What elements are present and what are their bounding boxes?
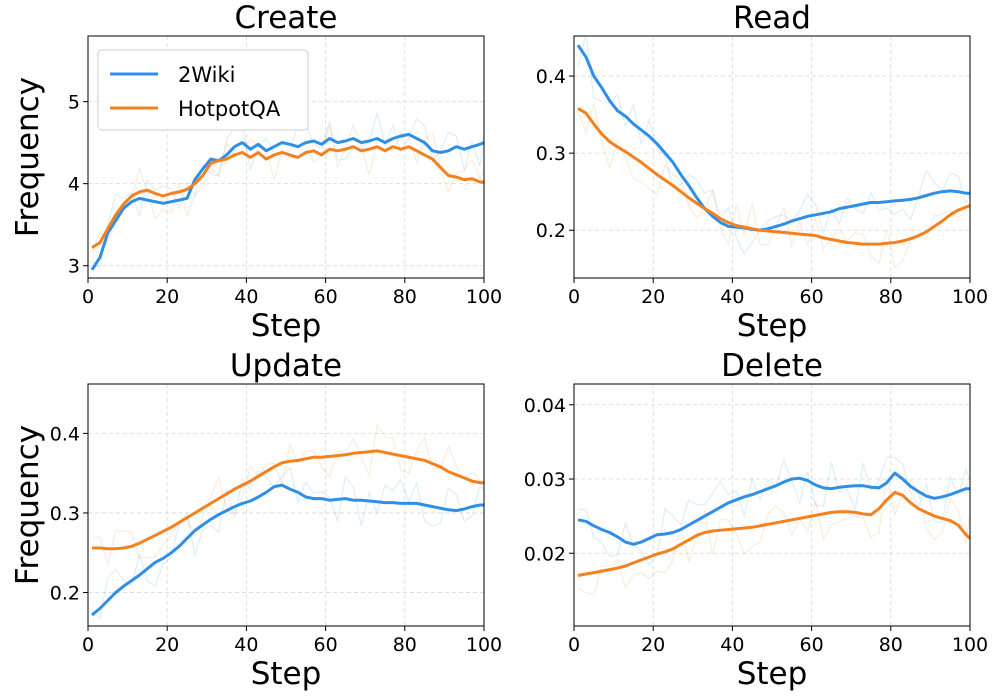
x-tick-label: 100 xyxy=(952,634,988,656)
y-tick-label: 0.04 xyxy=(524,395,566,417)
y-tick-label: 0.02 xyxy=(524,543,566,565)
x-tick-label: 0 xyxy=(568,634,580,656)
x-tick-label: 0 xyxy=(82,634,94,656)
x-axis-label: Step xyxy=(251,656,322,692)
series-line-hotpotqa xyxy=(92,449,484,551)
x-tick-label: 60 xyxy=(314,634,338,656)
x-axis-label: Step xyxy=(737,656,808,692)
x-tick-label: 40 xyxy=(234,286,258,308)
x-axis-label: Step xyxy=(737,308,808,344)
x-tick-label: 60 xyxy=(314,286,338,308)
y-tick-label: 3 xyxy=(68,256,80,278)
chart-title: Read xyxy=(733,0,811,36)
chart-panel-delete: 0 20 40 60 80 100 0.02 0.03 0.04 Delete Step xyxy=(524,348,988,692)
y-tick-label: 5 xyxy=(68,92,80,114)
chart-title: Create xyxy=(234,0,337,36)
raw-trace-hotpotqa xyxy=(91,123,484,254)
x-tick-label: 60 xyxy=(800,286,824,308)
x-tick-label: 100 xyxy=(952,286,988,308)
x-tick-label: 60 xyxy=(800,634,824,656)
chart-panel-create: 0 20 40 60 80 100 3 4 5 Create Step Frequency 2Wiki H… xyxy=(10,0,502,344)
plot-frame xyxy=(573,35,971,279)
x-tick-label: 80 xyxy=(393,286,417,308)
x-tick-label: 100 xyxy=(466,286,502,308)
raw-trace-2wiki xyxy=(577,36,970,256)
raw-trace-2wiki xyxy=(577,456,970,566)
y-tick-label: 4 xyxy=(68,174,80,196)
series-line-hotpotqa xyxy=(577,490,970,577)
x-tick-label: 40 xyxy=(720,634,744,656)
x-tick-label: 100 xyxy=(466,634,502,656)
plot-frame xyxy=(573,383,971,627)
raw-trace-hotpotqa xyxy=(577,478,970,596)
legend: 2Wiki HotpotQA xyxy=(97,49,309,131)
x-tick-label: 20 xyxy=(155,286,179,308)
raw-trace-hotpotqa xyxy=(91,423,484,568)
y-tick-label: 0.2 xyxy=(536,220,566,242)
y-tick-label: 0.2 xyxy=(50,583,80,605)
x-tick-label: 0 xyxy=(568,286,580,308)
legend-box xyxy=(97,49,309,131)
x-tick-label: 80 xyxy=(879,634,903,656)
x-tick-label: 40 xyxy=(234,634,258,656)
x-tick-label: 0 xyxy=(82,286,94,308)
x-tick-label: 80 xyxy=(393,634,417,656)
plot-frame xyxy=(87,35,485,279)
y-tick-label: 0.3 xyxy=(536,143,566,165)
x-axis-label: Step xyxy=(251,308,322,344)
series-line-2wiki xyxy=(91,483,484,617)
y-tick-label: 0.03 xyxy=(524,469,566,491)
chart-title: Update xyxy=(230,348,342,384)
chart-panel-update: 0 20 40 60 80 100 0.2 0.3 0.4 Update Step Frequency xyxy=(10,348,502,692)
x-tick-label: 20 xyxy=(641,286,665,308)
y-axis-label: Frequency xyxy=(10,425,46,585)
series-line-hotpotqa xyxy=(577,107,970,246)
legend-label-2wiki: 2Wiki xyxy=(178,63,236,87)
x-tick-label: 40 xyxy=(720,286,744,308)
y-tick-label: 0.4 xyxy=(536,66,566,88)
x-tick-label: 80 xyxy=(879,286,903,308)
raw-trace-2wiki xyxy=(91,466,484,620)
y-tick-label: 0.3 xyxy=(50,503,80,525)
x-tick-label: 20 xyxy=(641,634,665,656)
chart-panel-read: 0 20 40 60 80 100 0.2 0.3 0.4 Read Step xyxy=(536,0,988,344)
x-tick-label: 20 xyxy=(155,634,179,656)
series-line-2wiki xyxy=(90,132,484,271)
plot-frame xyxy=(87,383,485,627)
legend-label-hotpotqa: HotpotQA xyxy=(178,97,281,121)
series-line-2wiki xyxy=(577,471,970,546)
chart-title: Delete xyxy=(721,348,823,384)
y-axis-label: Frequency xyxy=(10,77,46,237)
raw-trace-2wiki xyxy=(91,111,484,269)
y-tick-label: 0.4 xyxy=(50,423,80,445)
series-line-2wiki xyxy=(576,44,970,232)
series-line-hotpotqa xyxy=(91,145,484,249)
